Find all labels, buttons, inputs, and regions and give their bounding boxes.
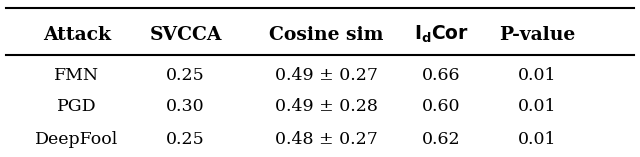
Text: Attack: Attack [43,26,111,43]
Text: DeepFool: DeepFool [35,131,118,148]
Text: 0.49 ± 0.28: 0.49 ± 0.28 [275,98,378,115]
Text: Cosine sim: Cosine sim [269,26,383,43]
Text: 0.01: 0.01 [518,131,557,148]
Text: 0.01: 0.01 [518,98,557,115]
Text: P-value: P-value [499,26,576,43]
Text: 0.49 ± 0.27: 0.49 ± 0.27 [275,67,378,84]
Text: SVCCA: SVCCA [149,26,222,43]
Text: 0.01: 0.01 [518,67,557,84]
Text: 0.25: 0.25 [166,131,205,148]
Text: 0.60: 0.60 [422,98,461,115]
Text: $\mathbf{I_d}$$\mathbf{Cor}$: $\mathbf{I_d}$$\mathbf{Cor}$ [414,24,469,45]
Text: FMN: FMN [54,67,99,84]
Text: 0.30: 0.30 [166,98,205,115]
Text: 0.66: 0.66 [422,67,461,84]
Text: 0.25: 0.25 [166,67,205,84]
Text: 0.48 ± 0.27: 0.48 ± 0.27 [275,131,378,148]
Text: 0.62: 0.62 [422,131,461,148]
Text: PGD: PGD [57,98,97,115]
